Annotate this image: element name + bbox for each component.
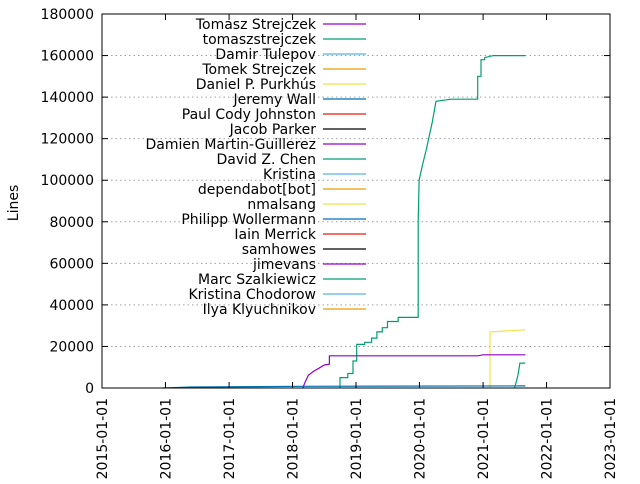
series-line-4 — [489, 329, 526, 388]
legend-label: jimevans — [252, 257, 316, 273]
x-tick-label: 2015-01-01 — [95, 398, 111, 479]
legend-label: tomaszstrejczek — [203, 32, 317, 48]
legend-label: Philipp Wollermann — [181, 212, 316, 228]
y-tick-label: 40000 — [49, 298, 94, 314]
y-tick-labels: 0 20000 40000 60000 80000 100000 120000 140000 1… — [41, 7, 94, 397]
x-tick-label: 2018-01-01 — [286, 398, 302, 479]
series-line-8 — [302, 354, 526, 389]
legend-label: Jeremy Wall — [233, 92, 316, 108]
legend-label: Ilya Klyuchnikov — [203, 302, 316, 318]
x-tick-label: 2019-01-01 — [349, 398, 365, 479]
legend-label: Damien Martin-Guillerez — [146, 137, 316, 153]
legend-label: Marc Szalkiewicz — [198, 272, 316, 288]
y-tick-label: 20000 — [49, 339, 94, 355]
legend-label: Damir Tulepov — [215, 47, 316, 63]
y-tick-label: 180000 — [41, 7, 94, 23]
legend-label: Tomek Strejczek — [201, 62, 317, 78]
y-tick-label: 100000 — [41, 173, 94, 189]
axes — [101, 13, 611, 389]
x-tick-labels: 2015-01-01 2016-01-01 2017-01-01 2018-01-01… — [95, 398, 619, 479]
y-tick-label: 160000 — [41, 49, 94, 65]
legend-label: nmalsang — [247, 197, 316, 213]
legend-label: Daniel P. Purkhús — [196, 77, 316, 93]
legend-label: Paul Cody Johnston — [182, 107, 316, 123]
legend-label: Iain Merrick — [234, 227, 316, 243]
legend-label: Kristina — [263, 167, 316, 183]
y-axis-label: Lines — [6, 185, 22, 221]
legend-label: samhowes — [242, 242, 316, 258]
x-tick-label: 2022-01-01 — [540, 398, 556, 479]
y-tick-label: 60000 — [49, 256, 94, 272]
series-line-9 — [514, 362, 526, 389]
grid-lines — [102, 55, 610, 347]
x-tick-label: 2017-01-01 — [222, 398, 238, 479]
x-tick-label: 2023-01-01 — [603, 398, 619, 479]
legend-label: Tomasz Strejczek — [195, 17, 317, 33]
y-tick-label: 0 — [85, 381, 94, 397]
x-tick-label: 2016-01-01 — [158, 398, 174, 479]
legend-label: dependabot[bot] — [198, 182, 316, 198]
y-tick-label: 140000 — [41, 90, 94, 106]
legend-label: Kristina Chodorow — [188, 287, 316, 303]
y-tick-label: 120000 — [41, 132, 94, 148]
series-line-1 — [339, 54, 526, 388]
legend-label: David Z. Chen — [217, 152, 317, 168]
legend-label: Jacob Parker — [229, 122, 317, 138]
plot-border — [101, 13, 611, 389]
x-tick-label: 2020-01-01 — [412, 398, 428, 479]
y-tick-label: 80000 — [49, 215, 94, 231]
x-tick-label: 2021-01-01 — [476, 398, 492, 479]
